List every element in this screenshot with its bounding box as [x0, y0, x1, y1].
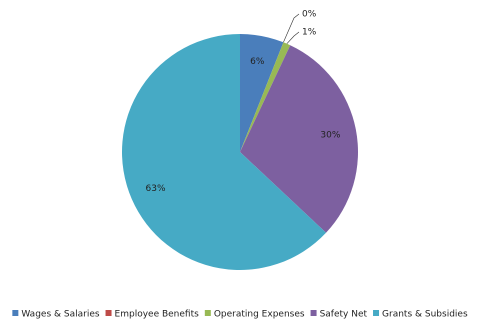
legend-swatch	[310, 310, 317, 316]
leader-line	[283, 13, 300, 43]
data-label: 1%	[302, 28, 317, 38]
data-label: 0%	[302, 10, 317, 20]
data-label: 30%	[320, 130, 340, 140]
legend-swatch	[373, 310, 380, 316]
data-label: 63%	[146, 184, 166, 194]
legend-label: Operating Expenses	[214, 310, 305, 320]
pie-slice	[240, 34, 284, 152]
legend: Wages & Salaries Employee Benefits Operati…	[12, 310, 468, 320]
legend-swatch	[105, 310, 112, 316]
pie-slice	[240, 45, 358, 233]
leader-line	[286, 31, 300, 44]
legend-label: Wages & Salaries	[21, 310, 99, 320]
pie-slice	[240, 42, 291, 152]
legend-label: Grants & Subsidies	[382, 310, 468, 320]
legend-swatch	[204, 310, 211, 316]
data-label: 6%	[250, 57, 265, 67]
legend-label: Safety Net	[320, 310, 368, 320]
legend-swatch	[12, 310, 19, 316]
legend-label: Employee Benefits	[115, 310, 200, 320]
pie-slice	[122, 34, 327, 270]
